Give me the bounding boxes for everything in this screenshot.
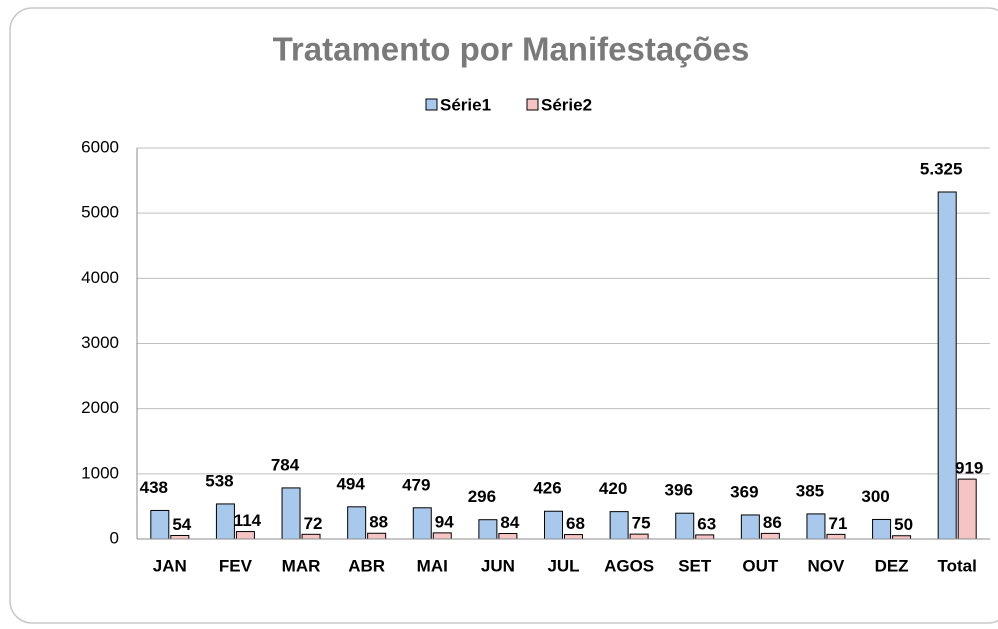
data-label: 296 bbox=[468, 487, 496, 506]
bar bbox=[170, 534, 190, 540]
data-label: 479 bbox=[402, 475, 430, 494]
data-label: 385 bbox=[796, 481, 824, 500]
x-tick-label: ABR bbox=[348, 556, 385, 575]
data-label: 50 bbox=[894, 515, 913, 534]
legend-label: Série2 bbox=[541, 95, 592, 114]
data-label: 71 bbox=[829, 514, 848, 533]
legend-swatch bbox=[425, 98, 438, 111]
bar bbox=[301, 533, 321, 540]
y-tick-label: 0 bbox=[110, 528, 119, 547]
x-tick-label: JAN bbox=[153, 556, 187, 575]
data-label: 84 bbox=[500, 513, 519, 532]
bar bbox=[826, 533, 846, 540]
chart-title: Tratamento por Manifestações bbox=[273, 31, 750, 68]
bar bbox=[412, 507, 432, 540]
data-label: 88 bbox=[369, 513, 388, 532]
data-label: 63 bbox=[697, 514, 716, 533]
y-tick-label: 1000 bbox=[81, 463, 119, 482]
y-tick-label: 3000 bbox=[81, 333, 119, 352]
data-label: 784 bbox=[271, 455, 300, 474]
data-label: 396 bbox=[665, 481, 693, 500]
data-label: 538 bbox=[205, 471, 233, 490]
y-tick-label: 6000 bbox=[81, 137, 119, 156]
legend-label: Série1 bbox=[440, 95, 491, 114]
data-label: 94 bbox=[435, 512, 454, 531]
data-label: 86 bbox=[763, 513, 782, 532]
bar bbox=[478, 519, 498, 540]
bar bbox=[937, 191, 957, 540]
bar bbox=[629, 533, 649, 540]
data-label: 369 bbox=[730, 482, 758, 501]
x-tick-label: MAI bbox=[417, 556, 448, 575]
bar bbox=[695, 534, 715, 540]
x-tick-label: SET bbox=[678, 556, 712, 575]
data-label: 114 bbox=[234, 511, 262, 530]
x-tick-label: OUT bbox=[742, 556, 779, 575]
bar bbox=[432, 532, 452, 540]
x-tick-label: Total bbox=[938, 556, 977, 575]
data-label: 72 bbox=[304, 514, 323, 533]
data-label: 420 bbox=[599, 479, 627, 498]
y-tick-label: 5000 bbox=[81, 203, 119, 222]
data-label: 494 bbox=[336, 474, 365, 493]
x-tick-label: JUN bbox=[481, 556, 515, 575]
bar bbox=[872, 518, 892, 540]
bar bbox=[347, 506, 367, 540]
bar bbox=[235, 531, 255, 540]
bar bbox=[957, 478, 977, 540]
bar bbox=[564, 534, 583, 540]
bar bbox=[498, 533, 518, 540]
y-tick-label: 4000 bbox=[81, 268, 119, 287]
data-label: 54 bbox=[172, 515, 191, 534]
chart-frame bbox=[9, 7, 998, 624]
bar bbox=[281, 487, 301, 540]
data-label: 919 bbox=[955, 459, 983, 478]
bar bbox=[150, 509, 170, 540]
x-tick-label: NOV bbox=[808, 556, 846, 575]
x-tick-label: FEV bbox=[219, 556, 253, 575]
x-tick-label: MAR bbox=[282, 556, 321, 575]
bar bbox=[367, 532, 387, 540]
bar bbox=[806, 513, 826, 540]
bar bbox=[544, 510, 563, 540]
data-label: 75 bbox=[632, 514, 651, 533]
data-label: 438 bbox=[140, 478, 168, 497]
bar bbox=[740, 514, 760, 540]
data-label: 300 bbox=[861, 487, 889, 506]
bar bbox=[609, 511, 629, 540]
bar bbox=[760, 532, 780, 540]
x-tick-label: JUL bbox=[547, 556, 579, 575]
y-tick-label: 2000 bbox=[81, 398, 119, 417]
data-label: 426 bbox=[533, 479, 561, 498]
bar bbox=[215, 503, 235, 540]
data-label: 5.325 bbox=[920, 159, 963, 178]
x-tick-label: AGOS bbox=[604, 556, 654, 575]
legend-swatch bbox=[526, 98, 539, 111]
data-label: 68 bbox=[566, 514, 585, 533]
bar bbox=[675, 512, 695, 540]
x-tick-label: DEZ bbox=[875, 556, 909, 575]
